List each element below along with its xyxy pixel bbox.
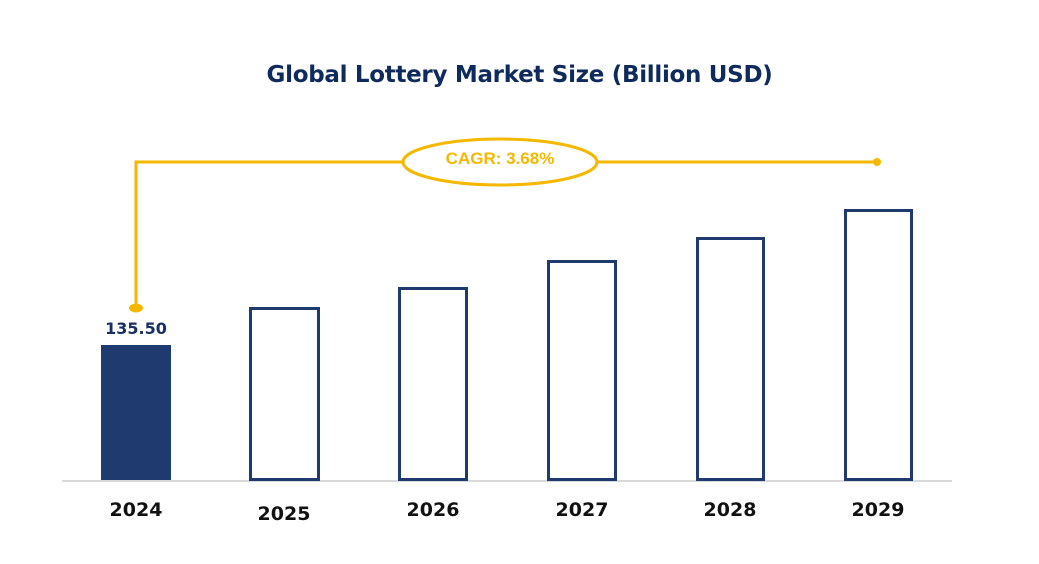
cagr-ellipse [401,137,599,187]
x-tick-2026: 2026 [406,499,460,521]
x-tick-2027: 2027 [555,499,609,521]
cagr-connector-left [134,160,403,307]
bar-2024 [101,345,171,480]
cagr-start-dot [129,303,143,313]
cagr-end-dot [873,158,881,166]
chart-title: Global Lottery Market Size (Billion USD) [266,62,773,88]
x-tick-2029: 2029 [851,499,905,521]
bar-2025 [249,307,320,481]
bar-2027 [547,260,617,481]
x-tick-2024: 2024 [109,499,163,521]
cagr-label: CAGR: 3.68% [445,149,555,168]
value-label-2024: 135.50 [105,319,167,338]
x-tick-2025: 2025 [257,503,311,525]
bar-2028 [696,237,765,481]
x-tick-2028: 2028 [703,499,757,521]
bar-2026 [398,287,468,481]
bar-2029 [844,209,913,481]
